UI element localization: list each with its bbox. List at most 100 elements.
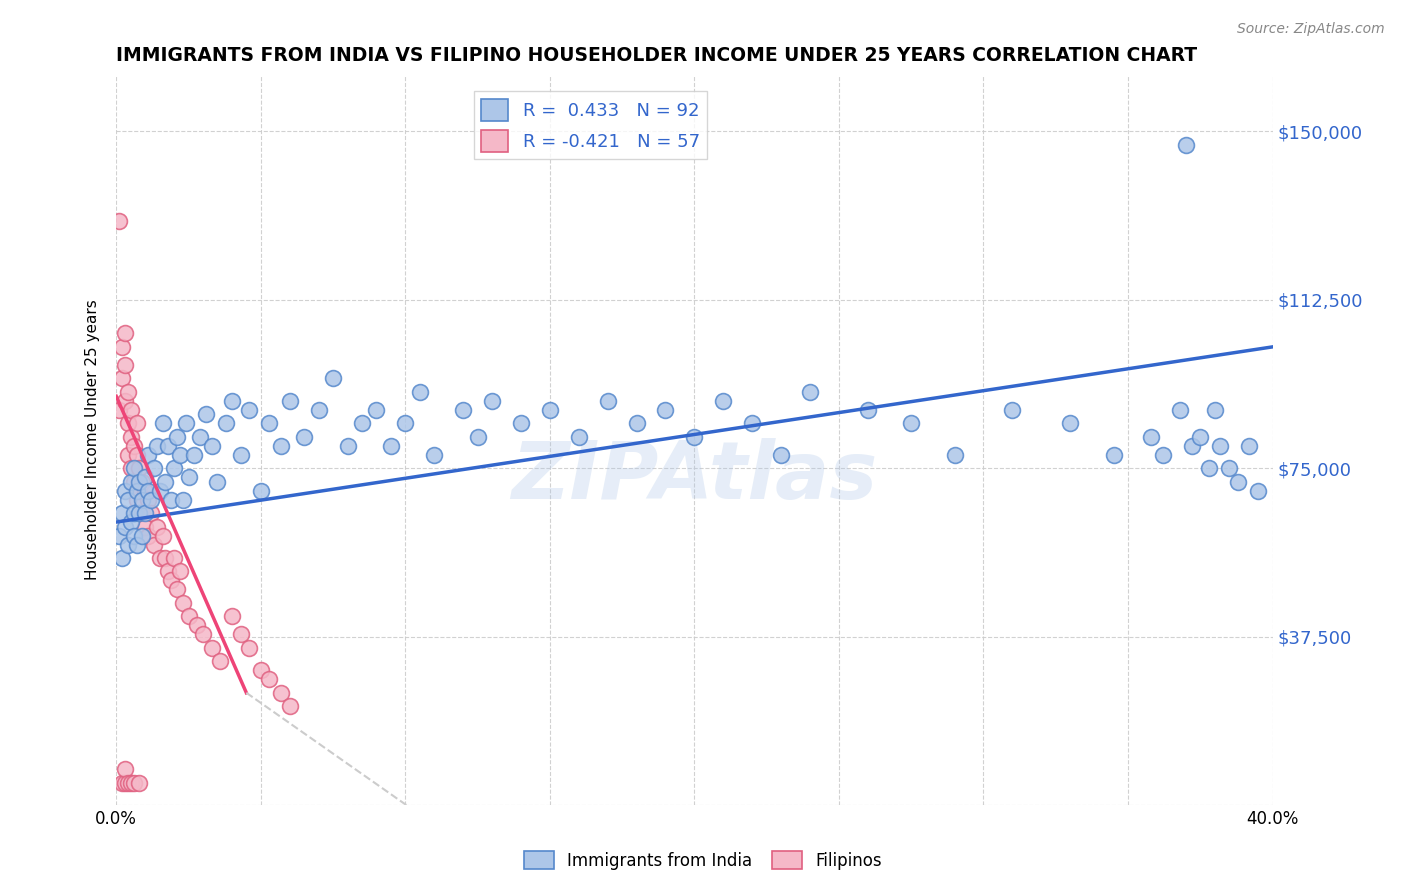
Point xyxy=(128,461,150,475)
Point xyxy=(221,393,243,408)
Point xyxy=(1247,483,1270,498)
Point xyxy=(201,439,224,453)
Point xyxy=(172,492,194,507)
Point xyxy=(108,214,131,228)
Point xyxy=(108,528,131,542)
Point xyxy=(238,402,260,417)
Point xyxy=(1001,402,1024,417)
Point xyxy=(122,461,145,475)
Point xyxy=(1102,448,1125,462)
Point xyxy=(131,492,153,507)
Point xyxy=(117,537,139,551)
Point xyxy=(770,448,793,462)
Point xyxy=(596,393,619,408)
Point xyxy=(654,402,676,417)
Point xyxy=(117,384,139,399)
Point xyxy=(308,402,330,417)
Point xyxy=(139,506,162,520)
Point xyxy=(155,475,177,489)
Point xyxy=(1168,402,1191,417)
Point xyxy=(122,506,145,520)
Point xyxy=(136,492,159,507)
Point xyxy=(1189,430,1212,444)
Point xyxy=(125,537,148,551)
Point xyxy=(134,519,156,533)
Point xyxy=(510,416,533,430)
Point xyxy=(136,448,159,462)
Point xyxy=(120,430,142,444)
Point xyxy=(209,654,232,668)
Point xyxy=(568,430,591,444)
Point xyxy=(120,775,142,789)
Point xyxy=(1174,137,1197,152)
Point xyxy=(1239,439,1261,453)
Point xyxy=(128,506,150,520)
Point xyxy=(259,673,281,687)
Point xyxy=(1198,461,1220,475)
Point xyxy=(157,565,180,579)
Point xyxy=(157,439,180,453)
Point xyxy=(142,461,165,475)
Point xyxy=(350,416,373,430)
Point xyxy=(149,551,172,566)
Point xyxy=(174,416,197,430)
Point xyxy=(142,537,165,551)
Point xyxy=(194,407,217,421)
Point xyxy=(278,393,301,408)
Point xyxy=(128,775,150,789)
Point xyxy=(215,416,238,430)
Point xyxy=(145,519,167,533)
Y-axis label: Householder Income Under 25 years: Householder Income Under 25 years xyxy=(86,300,100,581)
Point xyxy=(155,551,177,566)
Point xyxy=(117,448,139,462)
Point xyxy=(166,582,188,597)
Point xyxy=(1140,430,1163,444)
Point xyxy=(481,393,503,408)
Point xyxy=(125,492,148,507)
Point xyxy=(270,439,292,453)
Point xyxy=(249,663,271,677)
Point xyxy=(125,416,148,430)
Point xyxy=(186,618,208,632)
Point xyxy=(122,528,145,542)
Legend: Immigrants from India, Filipinos: Immigrants from India, Filipinos xyxy=(517,845,889,877)
Point xyxy=(114,483,136,498)
Point xyxy=(1209,439,1232,453)
Point xyxy=(111,775,134,789)
Text: Source: ZipAtlas.com: Source: ZipAtlas.com xyxy=(1237,22,1385,37)
Point xyxy=(131,475,153,489)
Point xyxy=(111,551,134,566)
Point xyxy=(1152,448,1174,462)
Point xyxy=(114,519,136,533)
Point xyxy=(409,384,432,399)
Point xyxy=(741,416,763,430)
Point xyxy=(451,402,474,417)
Point xyxy=(711,393,734,408)
Point xyxy=(108,402,131,417)
Point xyxy=(114,762,136,776)
Point xyxy=(134,470,156,484)
Point xyxy=(152,528,174,542)
Point xyxy=(117,775,139,789)
Point xyxy=(249,483,271,498)
Point xyxy=(149,483,172,498)
Point xyxy=(163,551,186,566)
Point xyxy=(900,416,922,430)
Point xyxy=(191,627,214,641)
Point xyxy=(136,528,159,542)
Point xyxy=(111,340,134,354)
Point xyxy=(160,574,183,588)
Point xyxy=(423,448,446,462)
Point xyxy=(380,439,402,453)
Point xyxy=(1218,461,1240,475)
Point xyxy=(122,475,145,489)
Point xyxy=(117,416,139,430)
Point xyxy=(114,775,136,789)
Point xyxy=(1180,439,1202,453)
Point xyxy=(1226,475,1249,489)
Point xyxy=(125,448,148,462)
Point xyxy=(856,402,879,417)
Point xyxy=(163,461,186,475)
Point xyxy=(122,439,145,453)
Point xyxy=(943,448,966,462)
